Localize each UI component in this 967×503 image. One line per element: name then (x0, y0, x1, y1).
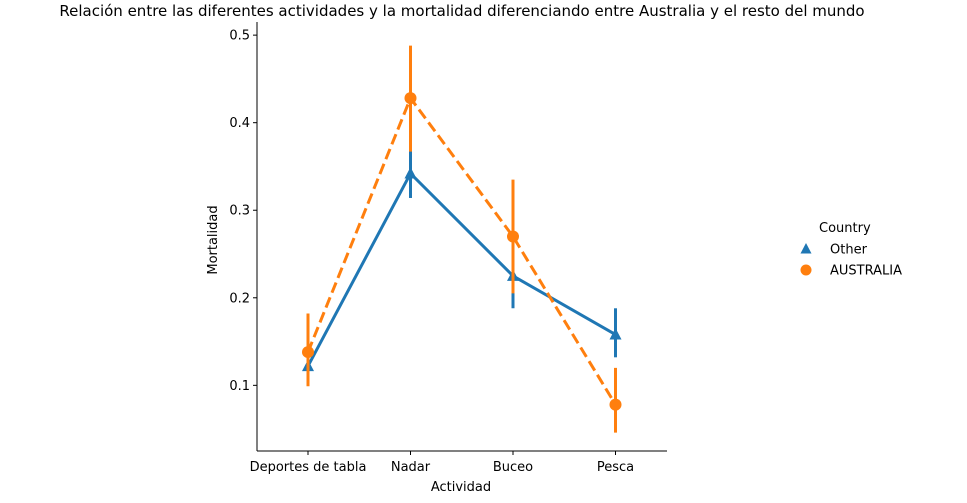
legend-label: Other (830, 243, 868, 258)
series-other (302, 149, 622, 372)
data-point (404, 92, 417, 105)
axes: 0.1 0.2 0.3 0.4 0.5 Deportes de tabla Nadar Buc… (229, 22, 667, 475)
data-point (302, 346, 314, 359)
x-tick-label: Deportes de tabla (250, 460, 367, 475)
plot-area (302, 45, 622, 433)
legend-marker (800, 264, 812, 276)
legend: Country Other AUSTRALIA (800, 221, 902, 279)
y-tick-label: 0.1 (229, 379, 250, 394)
data-point (609, 328, 622, 340)
x-tick-label: Buceo (493, 460, 533, 475)
y-tick-label: 0.5 (229, 29, 250, 44)
y-tick-label: 0.4 (229, 116, 250, 131)
x-tick-label: Pesca (597, 460, 634, 475)
series-australia (302, 45, 622, 433)
legend-label: AUSTRALIA (830, 264, 902, 279)
y-tick-label: 0.3 (229, 204, 250, 219)
chart-title: Relación entre las diferentes actividade… (59, 2, 864, 20)
y-axis-label: Mortalidad (206, 205, 221, 274)
x-tick-label: Nadar (391, 460, 431, 475)
series-line (306, 95, 617, 406)
x-axis-label: Actividad (431, 480, 491, 495)
data-point (404, 166, 417, 179)
series-line (306, 170, 617, 367)
y-tick-label: 0.2 (229, 291, 250, 306)
data-point (609, 398, 622, 411)
legend-marker (800, 243, 812, 254)
data-point (507, 230, 519, 243)
legend-title: Country (819, 221, 871, 236)
